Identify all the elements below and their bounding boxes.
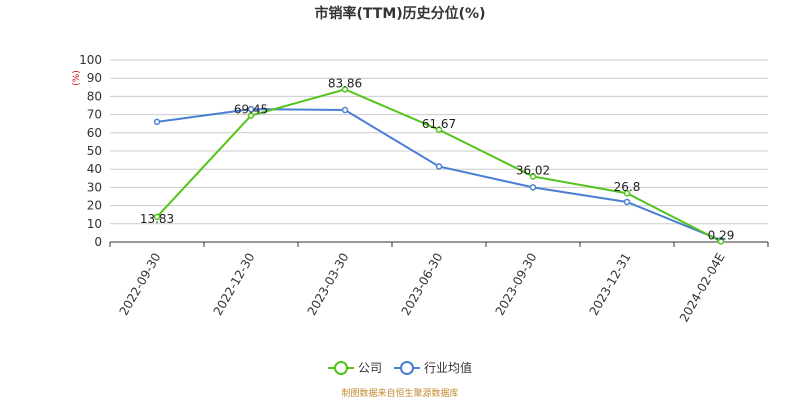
series-point-0[interactable]	[529, 173, 537, 180]
series-point-0[interactable]	[247, 112, 255, 119]
y-tick-label: 10	[87, 217, 102, 231]
y-tick-label: 70	[87, 108, 102, 122]
series-point-1[interactable]	[435, 163, 443, 170]
series-point-0[interactable]	[717, 238, 725, 245]
series-layer	[153, 86, 725, 245]
legend-company-label: 公司	[358, 361, 382, 375]
y-tick-label: 30	[87, 180, 102, 194]
data-label: 36.02	[516, 163, 550, 177]
legend-item-company[interactable]: 公司	[328, 361, 382, 375]
legend: 公司 行业均值	[328, 360, 472, 375]
series-point-1[interactable]	[623, 198, 631, 206]
series-point-1[interactable]	[247, 105, 255, 113]
legend-item-industry-average[interactable]: 行业均值	[394, 360, 472, 375]
data-label: 69.45	[234, 103, 268, 117]
legend-industry-label: 行业均值	[424, 360, 472, 375]
grid-layer	[110, 59, 768, 225]
y-tick-label: 90	[87, 71, 102, 85]
y-tick-label: 40	[87, 162, 102, 176]
label-layer: 13.83 69.45 83.86 61.67 36.02 26.8 0.29	[140, 76, 735, 242]
y-tick-label: 80	[87, 89, 102, 103]
x-tick-label: 2024-02-04E	[677, 251, 728, 325]
data-label: 61.67	[422, 117, 456, 131]
data-label: 0.29	[708, 228, 735, 242]
y-tick-label: 0	[94, 235, 102, 249]
data-label: 13.83	[140, 212, 174, 226]
series-point-1[interactable]	[153, 118, 161, 126]
y-tick-label: 60	[87, 126, 102, 140]
legend-company-icon	[334, 361, 348, 375]
series-point-1[interactable]	[529, 184, 537, 191]
series-point-0[interactable]	[623, 189, 631, 197]
series-point-1[interactable]	[341, 106, 349, 114]
y-tick-label: 20	[87, 199, 102, 213]
chart-title: 市销率(TTM)历史分位(%)	[315, 5, 486, 22]
data-label: 26.8	[614, 180, 641, 194]
y-tick-label: 100	[79, 53, 102, 67]
y-tick-label: 50	[87, 144, 102, 158]
x-tick-label: 2023-12-31	[587, 251, 634, 318]
x-tick-label: 2023-06-30	[399, 251, 446, 318]
series-point-0[interactable]	[153, 213, 161, 221]
x-tick-label: 2022-09-30	[117, 251, 164, 318]
x-tick-label: 2022-12-30	[211, 251, 258, 318]
data-label: 83.86	[328, 76, 362, 90]
series-point-0[interactable]	[435, 126, 443, 134]
legend-industry-icon	[400, 361, 414, 375]
series-point-0[interactable]	[341, 86, 349, 93]
x-tick-label: 2023-09-30	[493, 251, 540, 318]
data-source-note: 制图数据来自恒生聚源数据库	[341, 387, 458, 399]
x-tick-label: 2023-03-30	[305, 251, 352, 318]
y-axis-unit: (%)	[72, 70, 82, 86]
